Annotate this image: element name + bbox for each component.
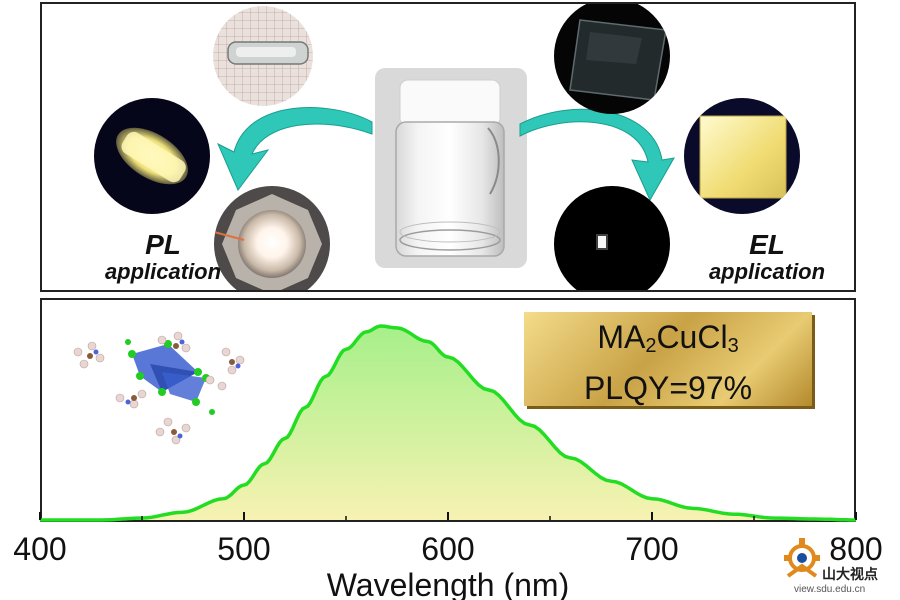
formula-main: MA [597,319,646,355]
crystal-structure-illustration [73,331,245,445]
led-photo [214,186,330,290]
thin-film-dark-photo [554,4,670,114]
x-tick-label-700: 700 [625,531,678,567]
x-axis-label: Wavelength (nm) [327,567,569,600]
el-device-photo [554,186,670,290]
pl-application-label: PL application [98,230,228,284]
left-curved-arrow-icon [216,107,373,191]
glowing-film-photo [684,98,800,214]
el-subtitle: application [708,259,826,284]
spectrum-line [40,324,856,522]
glowing-crystal-photo [94,98,210,214]
x-tick-label-500: 500 [217,531,270,567]
formula-sub-1: 2 [645,335,657,357]
watermark-logo-icon [784,538,820,578]
x-tick-label-600: 600 [421,531,474,567]
crystal-on-grid-photo [213,6,313,106]
x-axis-ticks [39,512,857,520]
el-title: EL [749,229,785,260]
spectrum-area-fill [40,326,856,520]
formula-label: MA2CuCl3 [524,316,812,367]
pl-title: PL [145,229,181,260]
x-axis-tick-labels: 400 500 600 700 800 [13,531,882,567]
watermark-url: view.sdu.edu.cn [794,584,866,595]
el-application-label: EL application [682,230,852,284]
x-tick-label-400: 400 [13,531,66,567]
right-curved-arrow-icon [519,108,675,202]
plqy-label: PLQY=97% [583,370,753,406]
formula-mid: CuCl [656,319,728,355]
x-tick-label-800: 800 [829,531,882,567]
watermark: 山大视点 view.sdu.edu.cn [780,536,898,598]
top-panel-graphics [94,4,800,290]
formula-sub-2: 3 [727,335,739,357]
plqy-badge: MA2CuCl3 PLQY=97% [524,312,812,406]
watermark-text: 山大视点 [822,566,878,582]
pl-subtitle: application [104,259,222,284]
glass-vial-photo [375,68,527,268]
top-panel: PL application EL application [40,2,856,292]
